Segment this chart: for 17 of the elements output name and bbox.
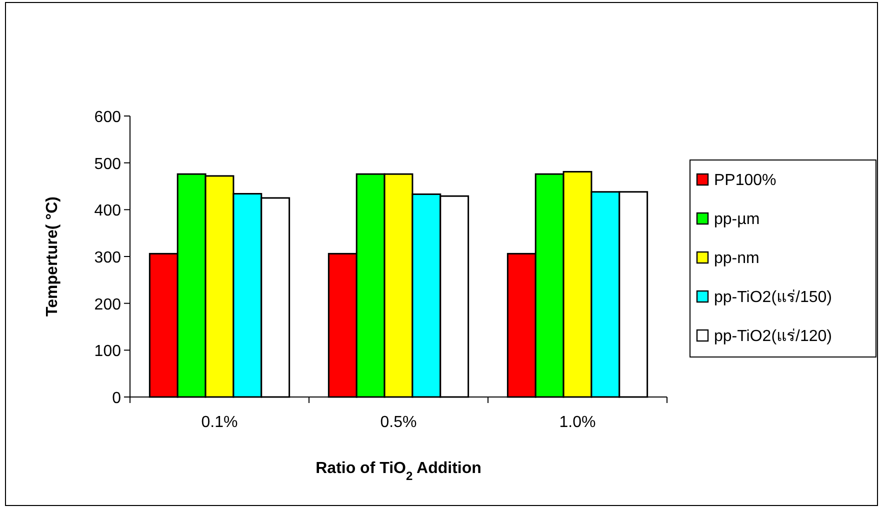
legend-label: pp-TiO2(แร่/150) (714, 289, 832, 306)
y-tick-label: 400 (94, 202, 122, 220)
y-tick-label: 0 (112, 390, 122, 407)
x-tick-label: 0.1% (201, 414, 238, 431)
y-tick-label: 200 (94, 296, 122, 314)
y-tick-label: 600 (94, 109, 122, 126)
legend-label: pp-µm (714, 211, 760, 228)
y-tick-label: 500 (94, 156, 122, 173)
legend-label: PP100% (714, 172, 776, 189)
legend-label: pp-nm (714, 250, 760, 267)
y-tick-label: 300 (94, 250, 122, 266)
legend-label: pp-TiO2(แร่/120) (714, 328, 832, 345)
x-axis-title: Ratio of TiO$_{2}$ Addition (316, 460, 482, 483)
y-tick-label: 100 (94, 343, 122, 360)
x-tick-label: 1.0% (559, 414, 596, 431)
y-axis-title: Temperture( °C) (44, 196, 61, 316)
x-tick-label: 0.5% (380, 414, 417, 431)
